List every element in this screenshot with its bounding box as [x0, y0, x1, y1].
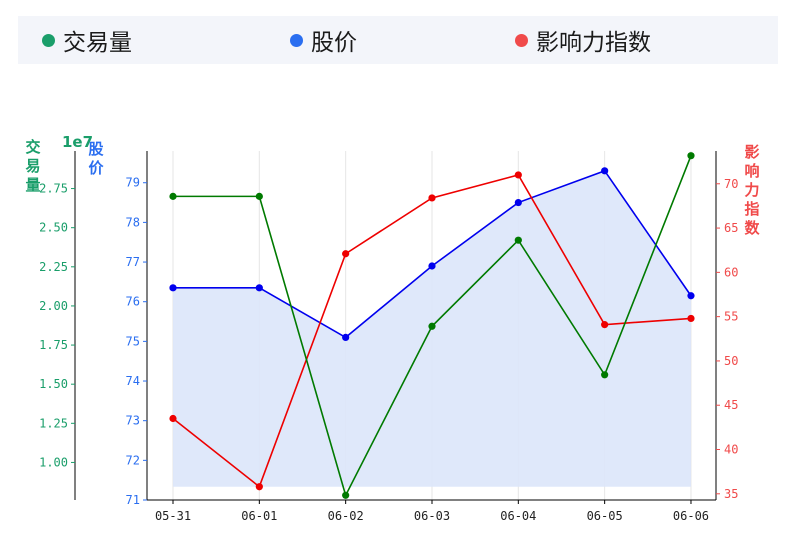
influence-tick-label: 45	[724, 398, 738, 412]
legend-label-price: 股价	[311, 30, 357, 56]
volume-tick-label: 2.50	[39, 221, 68, 235]
influence-axis-title-char: 指	[744, 200, 759, 218]
x-tick-label: 05-31	[155, 509, 191, 523]
price-point-06-02	[342, 333, 350, 341]
influence-tick-label: 55	[724, 310, 738, 324]
influence-tick-label: 60	[724, 265, 738, 279]
influence-tick-label: 70	[724, 177, 738, 191]
price-tick-label: 72	[126, 453, 140, 467]
chart-legend: 交易量 股价 影响力指数	[18, 16, 778, 64]
x-tick-label: 06-03	[414, 509, 450, 523]
volume-tick-label: 2.00	[39, 299, 68, 313]
legend-item-volume: 交易量	[42, 16, 132, 64]
influence-point-06-01	[255, 483, 263, 491]
price-tick-label: 77	[126, 255, 140, 269]
volume-axis-title-char: 量	[25, 176, 40, 194]
influence-tick-label: 40	[724, 443, 738, 457]
volume-tick-label: 2.75	[39, 182, 68, 196]
price-tick-label: 76	[126, 295, 140, 309]
volume-axis-title-char: 交	[25, 138, 40, 156]
volume-point-06-03	[428, 322, 436, 330]
volume-multiplier: 1e7	[62, 133, 93, 151]
influence-point-06-04	[514, 171, 522, 179]
influence-point-06-05	[601, 321, 609, 329]
x-tick-label: 06-06	[673, 509, 709, 523]
influence-tick-label: 50	[724, 354, 738, 368]
x-tick-label: 06-05	[587, 509, 623, 523]
influence-point-06-03	[428, 194, 436, 202]
influence-point-06-06	[687, 314, 695, 323]
price-tick-label: 75	[126, 334, 140, 348]
volume-point-06-06	[687, 152, 695, 160]
legend-marker-volume	[42, 33, 55, 47]
influence-point-06-02	[342, 250, 350, 258]
influence-tick-label: 35	[724, 487, 738, 501]
price-point-05-31	[169, 284, 177, 292]
influence-axis-title-char: 影	[744, 143, 759, 161]
price-axis-title-char: 股	[88, 140, 104, 158]
influence-axis-title-char: 响	[744, 162, 759, 180]
influence-point-05-31	[169, 414, 177, 423]
price-point-06-06	[687, 292, 695, 300]
legend-item-influence: 影响力指数	[515, 16, 651, 64]
volume-point-06-05	[601, 371, 609, 379]
price-point-06-05	[601, 167, 609, 175]
volume-point-06-04	[514, 236, 522, 244]
volume-tick-label: 1.75	[39, 338, 68, 352]
price-point-06-01	[255, 284, 263, 292]
legend-marker-influence	[515, 33, 528, 47]
price-point-06-03	[428, 262, 436, 270]
price-point-06-04	[514, 198, 522, 207]
price-tick-label: 79	[126, 176, 140, 190]
price-tick-label: 74	[126, 374, 140, 388]
volume-point-06-01	[255, 192, 263, 200]
volume-point-06-02	[342, 491, 350, 499]
legend-label-influence: 影响力指数	[536, 30, 651, 56]
volume-tick-label: 1.00	[39, 455, 68, 469]
volume-tick-label: 1.50	[39, 377, 68, 391]
volume-axis-title-char: 易	[25, 157, 40, 175]
volume-tick-label: 2.25	[39, 260, 68, 274]
price-tick-label: 78	[126, 215, 140, 229]
influence-tick-label: 65	[724, 221, 738, 235]
price-tick-label: 71	[126, 493, 140, 507]
price-axis-title-char: 价	[88, 159, 104, 177]
x-tick-label: 06-01	[241, 509, 277, 523]
price-tick-label: 73	[126, 414, 140, 428]
legend-item-price: 股价	[290, 16, 357, 64]
legend-marker-price	[290, 33, 303, 47]
influence-axis-title-char: 力	[744, 181, 759, 199]
influence-axis-title-char: 数	[744, 219, 760, 237]
volume-point-05-31	[169, 192, 177, 200]
volume-tick-label: 1.25	[39, 416, 68, 430]
x-tick-label: 06-04	[500, 509, 536, 523]
legend-label-volume: 交易量	[63, 30, 132, 56]
x-tick-label: 06-02	[328, 509, 364, 523]
